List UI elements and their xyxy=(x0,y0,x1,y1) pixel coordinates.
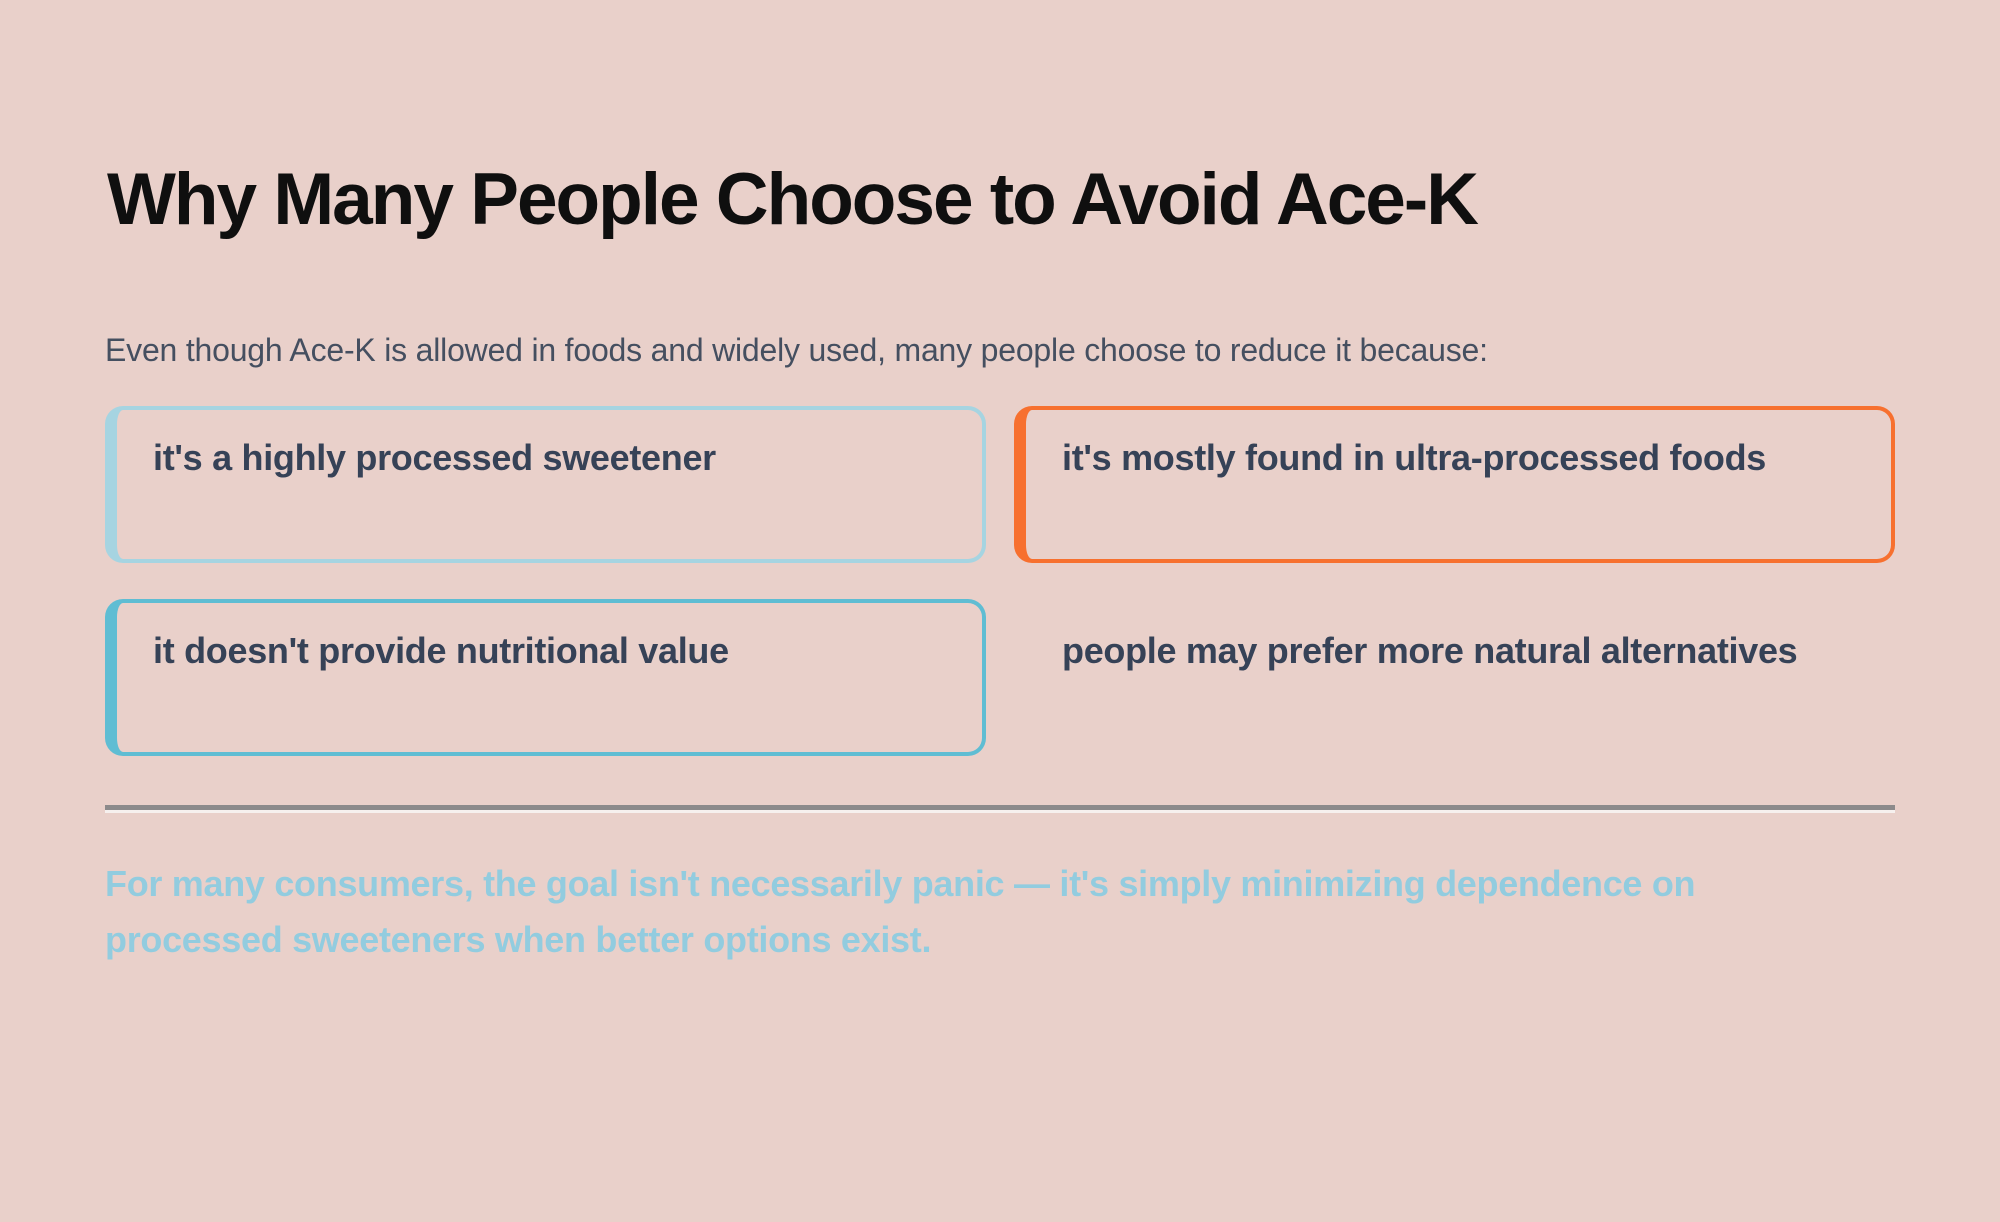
reasons-grid: it's a highly processed sweetener it's m… xyxy=(105,406,1895,756)
reason-card-label: it's mostly found in ultra-processed foo… xyxy=(1062,437,1767,478)
page-background: { "page": { "background_color": "#e9d0ca… xyxy=(0,163,2000,1222)
horizontal-divider xyxy=(105,805,1895,810)
footer-note-line-2: processed sweeteners when better options… xyxy=(105,919,932,960)
reason-card-label: it doesn't provide nutritional value xyxy=(153,630,729,671)
article-section: Why Many People Choose to Avoid Ace-K Ev… xyxy=(0,163,2000,1222)
reason-card-no-nutritional-value: it doesn't provide nutritional value xyxy=(105,599,986,756)
page-title: Why Many People Choose to Avoid Ace-K xyxy=(107,159,1479,240)
reason-card-natural-alternatives: people may prefer more natural alternati… xyxy=(1014,599,1895,756)
reason-card-ultra-processed-foods: it's mostly found in ultra-processed foo… xyxy=(1014,406,1895,563)
reason-card-highly-processed: it's a highly processed sweetener xyxy=(105,406,986,563)
reason-card-label: it's a highly processed sweetener xyxy=(153,437,716,478)
footer-note-line-1: For many consumers, the goal isn't neces… xyxy=(105,863,1696,904)
reason-card-label: people may prefer more natural alternati… xyxy=(1062,630,1798,671)
page-subtitle: Even though Ace-K is allowed in foods an… xyxy=(105,332,1488,368)
footer-note: For many consumers, the goal isn't neces… xyxy=(105,856,1895,968)
